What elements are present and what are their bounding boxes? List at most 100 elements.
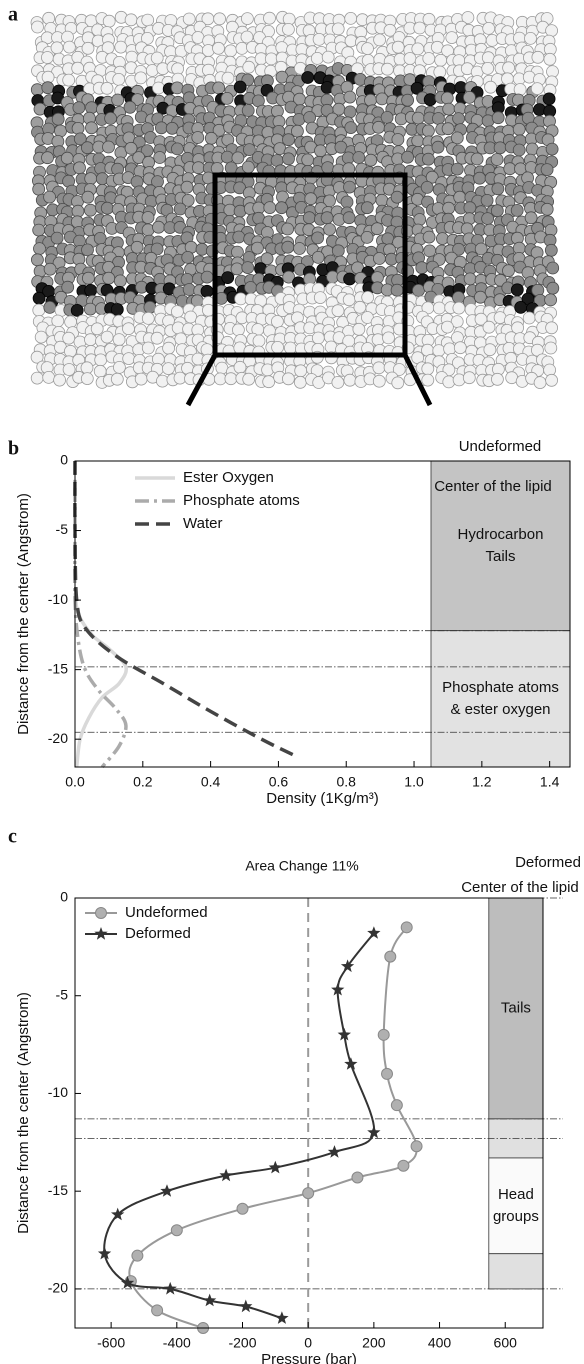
x-tick-label: 0.2 (133, 774, 153, 790)
atom (490, 153, 504, 166)
atom (242, 143, 256, 157)
atom (141, 311, 155, 325)
zoom-connector (402, 353, 433, 407)
atom (343, 105, 357, 119)
atom (50, 41, 64, 55)
atom (371, 333, 385, 347)
atom (281, 240, 295, 254)
atom (122, 352, 136, 366)
region-label: groups (493, 1208, 539, 1225)
atom (422, 12, 436, 26)
atom (282, 133, 295, 147)
atom (152, 81, 165, 95)
atom (181, 193, 195, 207)
atom (442, 201, 456, 215)
atom (441, 122, 455, 136)
atom (71, 204, 85, 218)
atom (32, 223, 46, 237)
atom (102, 271, 116, 285)
region-label: Tails (501, 999, 531, 1016)
atom (100, 330, 114, 344)
point (400, 921, 413, 934)
atom (41, 151, 54, 165)
atom (484, 80, 498, 94)
atom (380, 111, 394, 124)
atom (231, 151, 245, 165)
y-axis-label: Distance from the center (Angstrom) (15, 992, 32, 1234)
atom (141, 13, 155, 27)
atom (452, 291, 465, 304)
region-label: & ester oxygen (450, 701, 550, 718)
y-tick-label: 0 (60, 452, 68, 468)
atom (62, 73, 76, 87)
region-label: Hydrocarbon (458, 526, 544, 543)
atom (390, 283, 404, 297)
atom (84, 172, 98, 186)
point (163, 1281, 177, 1295)
atom (292, 113, 306, 126)
point (170, 1224, 183, 1237)
atom (301, 71, 315, 84)
atom (275, 201, 289, 215)
y-axis-label: Distance from the center (Angstrom) (15, 493, 32, 735)
atom (450, 131, 464, 145)
atom (375, 193, 389, 207)
atom (233, 80, 247, 94)
atom (81, 41, 95, 55)
atom (311, 331, 325, 345)
atom (62, 331, 76, 345)
x-tick-label: -400 (163, 1335, 191, 1351)
atom (463, 201, 477, 215)
x-tick-label: 0.4 (201, 774, 221, 790)
atom (32, 291, 46, 305)
atom (221, 71, 235, 85)
atom (231, 323, 245, 337)
atom (473, 171, 487, 185)
atom (212, 81, 226, 95)
chart-title: Area Change 11% (245, 858, 358, 874)
atom (463, 272, 477, 286)
atom (102, 14, 116, 28)
point (236, 1202, 249, 1215)
atom (313, 291, 327, 305)
atom (182, 12, 196, 26)
atom (343, 180, 356, 194)
atom (522, 311, 536, 325)
point (381, 1067, 393, 1080)
atom (111, 93, 125, 107)
point (239, 1299, 253, 1313)
atom (112, 333, 126, 347)
atom (53, 373, 66, 387)
atom (41, 81, 55, 95)
zoom-box (212, 172, 408, 358)
legend-marker (94, 927, 108, 940)
atom (491, 111, 505, 125)
atom (403, 52, 417, 65)
atom (191, 131, 205, 144)
atom (401, 150, 415, 164)
atom (372, 374, 386, 388)
point (331, 982, 345, 996)
x-tick-label: 0.0 (65, 774, 85, 790)
atom (493, 141, 507, 155)
atom (340, 195, 354, 209)
atom (391, 133, 405, 146)
atom (73, 161, 86, 175)
plot-frame (74, 897, 544, 1329)
atom (32, 182, 46, 196)
region-label: Head (498, 1186, 534, 1203)
y-tick-label: -5 (56, 521, 69, 537)
atom (410, 81, 424, 95)
atom (482, 320, 496, 334)
y-tick-label: -5 (56, 986, 69, 1002)
atom (213, 372, 227, 386)
atom (392, 363, 406, 376)
atom (432, 301, 446, 315)
atom (254, 262, 267, 276)
x-tick-label: 0 (304, 1335, 312, 1351)
atom (271, 340, 285, 354)
atom (443, 342, 457, 356)
atom (200, 270, 214, 284)
atom (422, 52, 436, 65)
atom (230, 245, 244, 259)
